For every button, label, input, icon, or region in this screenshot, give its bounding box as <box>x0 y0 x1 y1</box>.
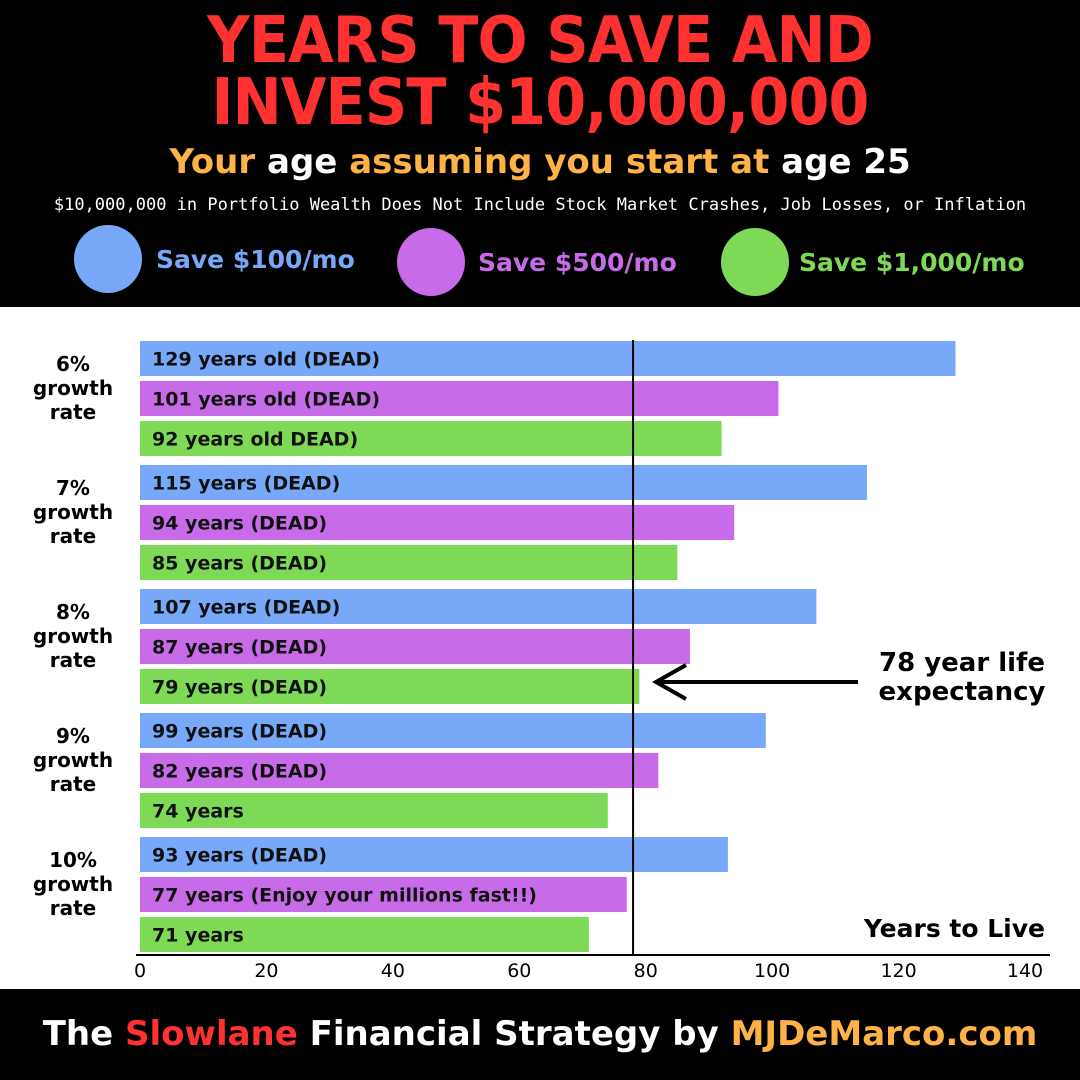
bar <box>140 465 867 500</box>
footer-text: The Slowlane Financial Strategy by MJDeM… <box>0 1013 1080 1055</box>
bar-label: 93 years (DEAD) <box>152 845 327 867</box>
group-label-line: growth <box>33 624 113 648</box>
group-label-line: 10% <box>49 848 97 872</box>
bar <box>140 629 690 664</box>
bar-label: 107 years (DEAD) <box>152 597 340 619</box>
group-label-line: 7% <box>56 476 90 500</box>
bar-label: 94 years (DEAD) <box>152 513 327 535</box>
footer-part-3: Financial Strategy by <box>309 1014 719 1054</box>
legend-swatch-save-1000 <box>721 228 789 296</box>
annotation-arrow-head <box>651 663 687 701</box>
group-label-line: rate <box>50 896 96 920</box>
footer-part-1: The <box>42 1014 114 1054</box>
subtitle-part-4: age 25 <box>781 142 911 182</box>
title-line-1: YEARS TO SAVE AND <box>207 4 874 78</box>
header-banner: YEARS TO SAVE AND INVEST $10,000,000 You… <box>0 0 1080 307</box>
bar-label: 71 years <box>152 925 244 947</box>
bar <box>140 837 728 872</box>
bar <box>140 421 722 456</box>
bar-label: 92 years old DEAD) <box>152 429 358 451</box>
x-axis-title: Years to Live <box>863 914 1045 943</box>
footer-part-2: Slowlane <box>125 1014 298 1054</box>
legend-label-save-100: Save $100/mo <box>156 245 355 274</box>
bar-label: 115 years (DEAD) <box>152 473 340 495</box>
subtitle: Your age assuming you start at age 25 <box>0 142 1080 182</box>
legend-label-save-500: Save $500/mo <box>478 248 677 277</box>
bar-label: 77 years (Enjoy your millions fast!!) <box>152 885 537 907</box>
x-tick-label: 20 <box>254 960 278 982</box>
bar <box>140 381 779 416</box>
group-label-line: growth <box>33 748 113 772</box>
title-line-2: INVEST $10,000,000 <box>211 66 870 140</box>
group-label-line: growth <box>33 500 113 524</box>
bar <box>140 545 678 580</box>
group-label-line: rate <box>50 772 96 796</box>
subtitle-part-1: Your <box>169 142 256 182</box>
bar <box>140 877 627 912</box>
x-tick-label: 40 <box>381 960 405 982</box>
subtitle-part-2: age <box>267 142 338 182</box>
bar <box>140 341 956 376</box>
bar-label: 82 years (DEAD) <box>152 761 327 783</box>
bar <box>140 589 817 624</box>
group-label-line: 8% <box>56 600 90 624</box>
bar-label: 99 years (DEAD) <box>152 721 327 743</box>
x-tick-label: 140 <box>1007 960 1043 982</box>
group-label-line: rate <box>50 648 96 672</box>
bar-label: 87 years (DEAD) <box>152 637 327 659</box>
group-label-line: rate <box>50 524 96 548</box>
bar-label: 129 years old (DEAD) <box>152 349 380 371</box>
annotation-label-line-2: expectancy <box>879 677 1046 707</box>
group-label-line: growth <box>33 872 113 896</box>
legend-swatch-save-500 <box>397 228 465 296</box>
subtitle-part-3: assuming you start at <box>349 142 770 182</box>
footer-part-4: MJDeMarco.com <box>730 1014 1038 1054</box>
bar <box>140 669 640 704</box>
bar-label: 85 years (DEAD) <box>152 553 327 575</box>
annotation-label-line-1: 78 year life <box>879 648 1045 678</box>
x-tick-label: 0 <box>134 960 146 982</box>
group-label-line: growth <box>33 376 113 400</box>
footer-banner: The Slowlane Financial Strategy by MJDeM… <box>0 989 1080 1080</box>
bar <box>140 917 589 952</box>
bar <box>140 793 608 828</box>
group-label-line: 6% <box>56 352 90 376</box>
x-tick-label: 100 <box>754 960 790 982</box>
group-label-line: rate <box>50 400 96 424</box>
group-label-line: 9% <box>56 724 90 748</box>
bar <box>140 713 766 748</box>
bar <box>140 505 735 540</box>
bar <box>140 753 659 788</box>
bar-label: 74 years <box>152 801 244 823</box>
x-tick-label: 80 <box>634 960 658 982</box>
x-tick-label: 120 <box>880 960 916 982</box>
disclaimer: $10,000,000 in Portfolio Wealth Does Not… <box>53 195 1027 215</box>
bar-label: 101 years old (DEAD) <box>152 389 380 411</box>
legend-label-save-1000: Save $1,000/mo <box>799 248 1025 277</box>
x-tick-label: 60 <box>507 960 531 982</box>
bar-label: 79 years (DEAD) <box>152 677 327 699</box>
legend-swatch-save-100 <box>74 225 142 293</box>
